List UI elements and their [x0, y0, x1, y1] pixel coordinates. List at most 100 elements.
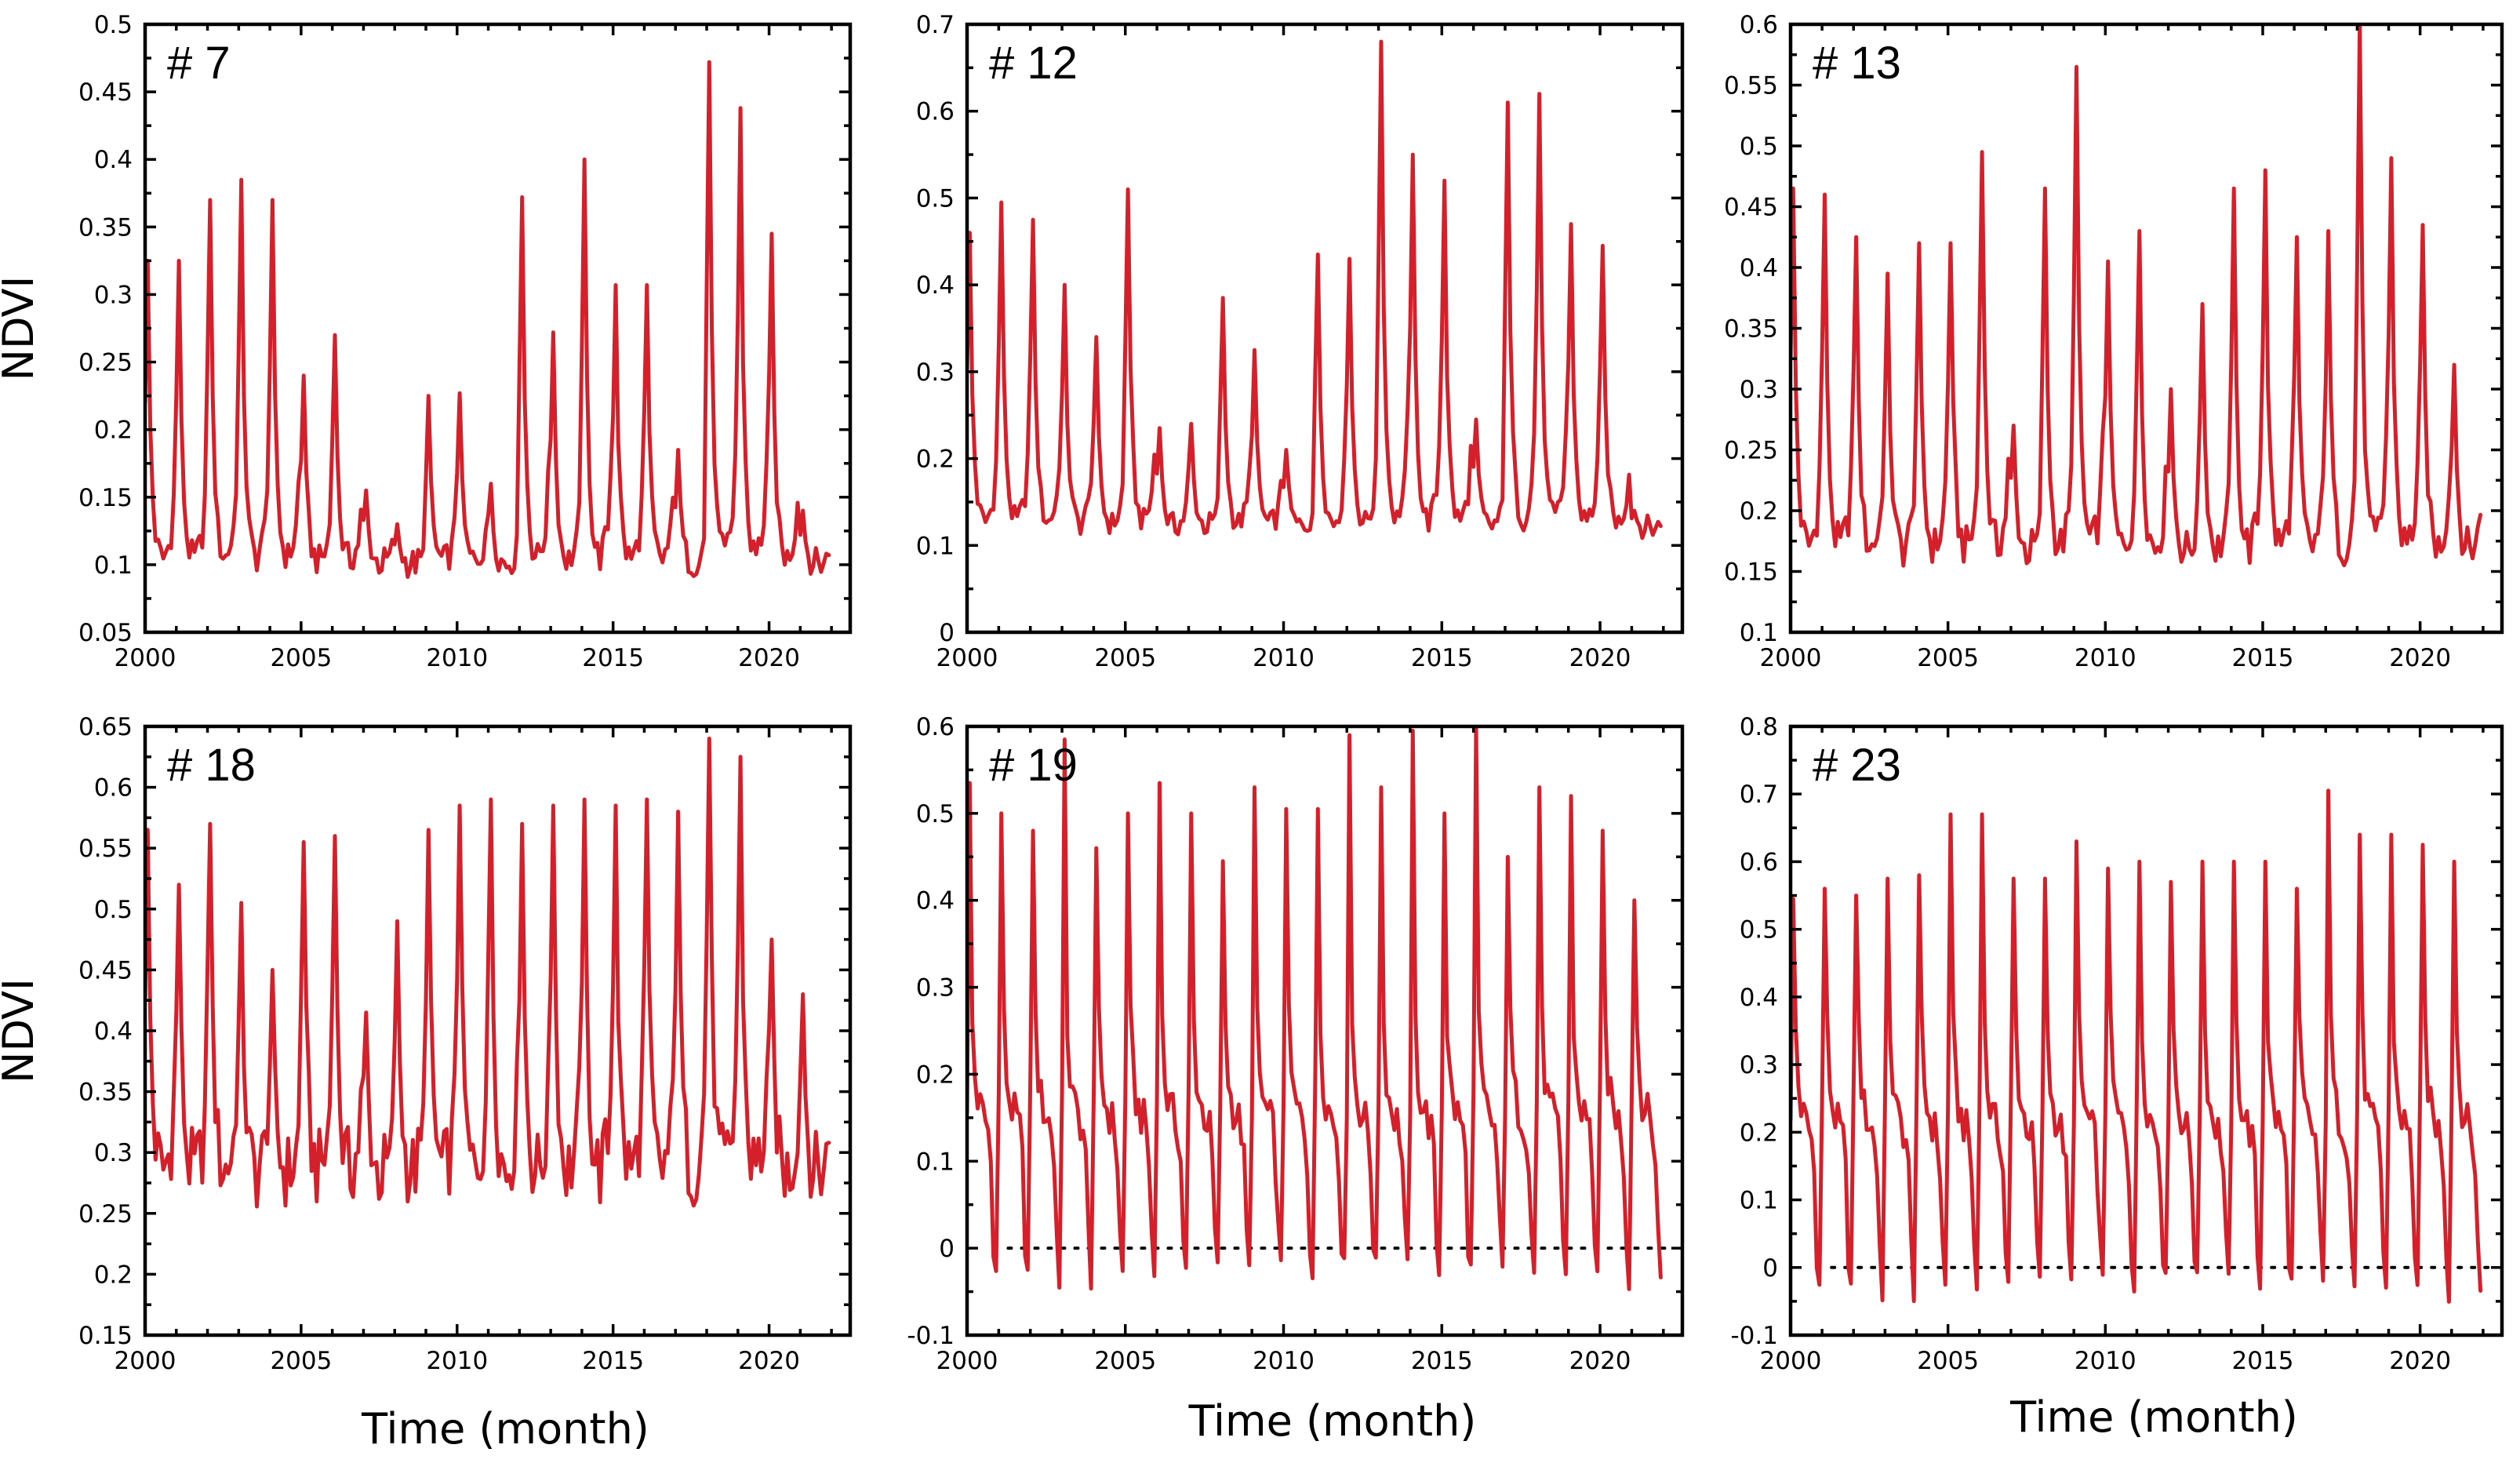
x-tick-label: 2015 — [582, 1347, 644, 1375]
x-tick-label: 2010 — [1253, 644, 1315, 672]
y-tick-label: 0.1 — [1740, 1187, 1778, 1215]
y-tick-label: 0.45 — [1724, 194, 1778, 222]
x-tick-label: 2000 — [936, 1347, 998, 1375]
y-tick-label: 0.5 — [916, 800, 955, 828]
y-tick-label: 0.05 — [78, 619, 133, 647]
y-tick-label: 0.6 — [916, 98, 955, 126]
y-tick-label: 0.65 — [78, 713, 133, 741]
y-tick-label: 0.5 — [916, 184, 955, 213]
y-tick-label: 0.2 — [916, 446, 955, 474]
x-tick-label: 2000 — [1760, 644, 1822, 672]
y-tick-label: 0.55 — [78, 835, 133, 863]
y-tick-label: 0.3 — [916, 974, 955, 1003]
x-tick-label: 2015 — [1411, 1347, 1473, 1375]
x-tick-label: 2000 — [115, 644, 176, 672]
x-tick-label: 2010 — [2075, 644, 2136, 672]
chart-panel: 0.05 0.1 0.15 0.2 0.25 0.3 0.35 0.4 0.45 0.5 2000 2… — [0, 11, 853, 672]
chart-panel: 0.15 0.2 0.25 0.3 0.35 0.4 0.45 0.5 0.55 0.6 0.65 2… — [0, 713, 853, 1454]
x-tick-label: 2020 — [1569, 644, 1631, 672]
chart-panel: -0.1 0 0.1 0.2 0.3 0.4 0.5 0.6 0.7 0.8 2000 2005 201… — [1731, 713, 2504, 1442]
x-tick-label: 2005 — [1917, 644, 1979, 672]
y-tick-label: 0.5 — [1740, 916, 1778, 944]
x-tick-label: 2020 — [738, 644, 800, 672]
y-axis-title: NDVI — [0, 276, 43, 381]
y-tick-label: 0.7 — [1740, 781, 1778, 809]
y-tick-label: 0.6 — [1740, 11, 1778, 39]
ndvi-series-line — [145, 60, 831, 579]
y-tick-label: 0.8 — [1740, 713, 1778, 741]
y-tick-label: 0.2 — [1740, 1119, 1778, 1147]
x-tick-label: 2000 — [115, 1347, 176, 1375]
y-tick-label: 0.15 — [78, 1322, 133, 1350]
x-tick-label: 2020 — [738, 1347, 800, 1375]
x-axis-title: Time (month) — [361, 1404, 649, 1454]
y-tick-label: 0.4 — [94, 146, 133, 174]
y-tick-label: 0.1 — [1740, 619, 1778, 647]
y-tick-label: 0.5 — [94, 11, 133, 39]
x-tick-label: 2015 — [582, 644, 644, 672]
x-tick-label: 2015 — [2232, 644, 2294, 672]
y-tick-label: -0.1 — [1731, 1322, 1779, 1350]
y-tick-label: 0.5 — [1740, 133, 1778, 161]
y-tick-label: 0.2 — [1740, 497, 1778, 526]
x-axis-title: Time (month) — [1188, 1396, 1477, 1446]
chart-panel: -0.1 0 0.1 0.2 0.3 0.4 0.5 0.6 2000 2005 2010 2015 2… — [907, 713, 1685, 1446]
y-tick-label: 0.25 — [1724, 437, 1778, 465]
y-tick-label: 0.3 — [94, 1139, 133, 1167]
x-tick-label: 2005 — [1094, 1347, 1156, 1375]
x-tick-label: 2000 — [936, 644, 998, 672]
y-tick-label: 0 — [939, 1235, 955, 1263]
y-tick-label: 0.3 — [916, 358, 955, 387]
y-tick-label: 0.4 — [94, 1017, 133, 1046]
x-tick-label: 2005 — [270, 1347, 332, 1375]
y-tick-label: 0.6 — [94, 774, 133, 802]
panel-label: # 12 — [989, 38, 1078, 89]
x-tick-label: 2000 — [1760, 1347, 1822, 1375]
y-tick-label: 0.4 — [916, 887, 955, 915]
y-tick-label: 0.2 — [94, 417, 133, 445]
y-tick-label: -0.1 — [907, 1322, 955, 1350]
y-tick-label: 0.35 — [78, 1079, 133, 1107]
y-tick-label: 0.3 — [94, 281, 133, 309]
chart-panel: 0 0.1 0.2 0.3 0.4 0.5 0.6 0.7 2000 2005 2010 2015 20… — [916, 11, 1685, 672]
y-tick-label: 0.3 — [1740, 376, 1778, 404]
x-tick-label: 2010 — [426, 644, 488, 672]
y-tick-label: 0.3 — [1740, 1051, 1778, 1079]
panel-label: # 19 — [989, 740, 1078, 791]
ndvi-series-line — [967, 726, 1663, 1291]
y-tick-label: 0.6 — [1740, 848, 1778, 876]
panel-label: # 18 — [167, 740, 256, 791]
y-tick-label: 0 — [1762, 1254, 1778, 1283]
ndvi-series-line — [145, 737, 831, 1209]
y-tick-label: 0.4 — [1740, 984, 1778, 1012]
y-tick-label: 0.15 — [78, 484, 133, 512]
x-tick-label: 2015 — [2232, 1347, 2294, 1375]
y-tick-label: 0.4 — [1740, 254, 1778, 282]
panel-label: # 23 — [1813, 740, 1901, 791]
x-tick-label: 2010 — [2075, 1347, 2136, 1375]
x-tick-label: 2005 — [270, 644, 332, 672]
panel-label: # 7 — [167, 38, 231, 89]
y-tick-label: 0.25 — [78, 349, 133, 377]
y-tick-label: 0.1 — [916, 532, 955, 560]
plot-frame — [965, 22, 1685, 635]
y-axis-title: NDVI — [0, 978, 43, 1083]
y-tick-label: 0.35 — [78, 213, 133, 242]
panel-label: # 13 — [1813, 38, 1901, 89]
y-tick-label: 0.15 — [1724, 559, 1778, 587]
x-tick-label: 2015 — [1411, 644, 1473, 672]
y-tick-label: 0.5 — [94, 896, 133, 924]
y-tick-label: 0.1 — [916, 1148, 955, 1176]
x-axis-title: Time (month) — [2009, 1392, 2298, 1442]
x-tick-label: 2005 — [1094, 644, 1156, 672]
x-tick-label: 2020 — [1569, 1347, 1631, 1375]
y-tick-label: 0.55 — [1724, 72, 1778, 100]
y-tick-label: 0.25 — [78, 1200, 133, 1228]
x-tick-label: 2005 — [1917, 1347, 1979, 1375]
ndvi-series-line — [967, 39, 1663, 540]
y-tick-label: 0.35 — [1724, 315, 1778, 344]
y-tick-label: 0.1 — [94, 551, 133, 580]
x-tick-label: 2010 — [426, 1347, 488, 1375]
y-tick-label: 0.2 — [916, 1061, 955, 1089]
